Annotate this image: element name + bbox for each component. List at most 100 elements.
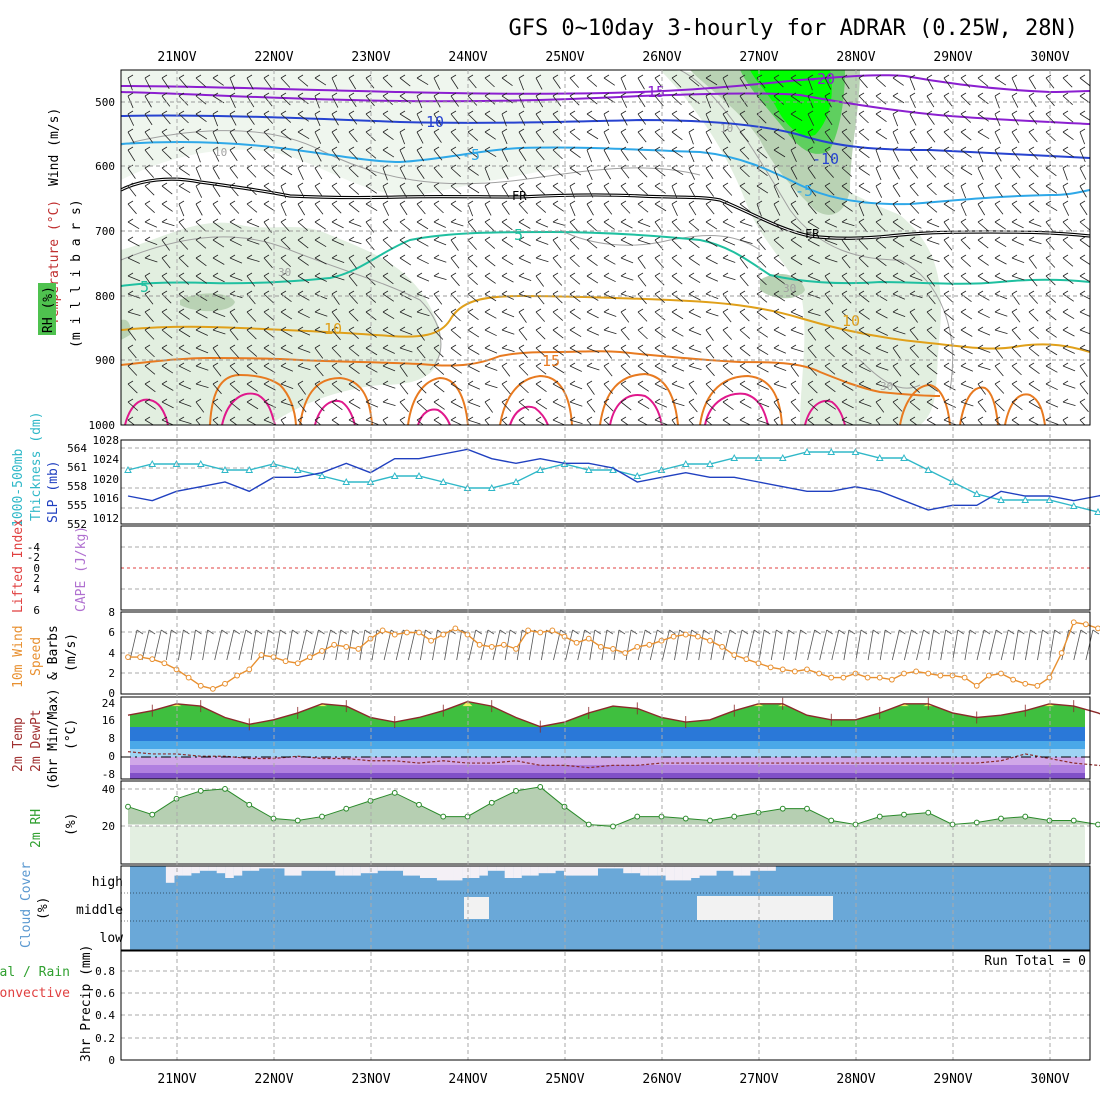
upper-wind-barb [518, 401, 530, 411]
surface-wind-barb-flag [509, 629, 517, 635]
wind-speed-point [961, 674, 968, 681]
upper-wind-barb-flag [314, 416, 321, 421]
upper-wind-barb [1062, 167, 1068, 181]
upper-wind-barb-flag [960, 380, 967, 385]
upper-wind-barb [926, 221, 940, 228]
cape-axis-label: CAPE (J/kg) [74, 526, 89, 612]
upper-wind-barb-flag [433, 344, 440, 349]
upper-wind-barb-flag [331, 218, 338, 223]
upper-wind-barb-flag [161, 272, 168, 277]
upper-wind-barb-flag [297, 308, 304, 313]
thickness-point [439, 477, 448, 485]
upper-wind-barb-flag [994, 92, 1001, 97]
upper-wind-barb-flag [875, 218, 882, 223]
upper-wind-barb [994, 311, 1008, 317]
upper-wind-barb [280, 275, 292, 285]
upper-wind-barb [790, 347, 804, 353]
upper-wind-barb-flag [501, 344, 508, 349]
upper-wind-barb [1045, 365, 1058, 373]
upper-wind-barb [909, 257, 923, 264]
surface-wind-barb-flag [776, 629, 783, 635]
upper-wind-barb [756, 311, 768, 321]
upper-wind-barb [1011, 275, 1025, 281]
upper-wind-barb-flag [229, 128, 236, 133]
upper-wind-barb-flag [467, 182, 474, 187]
upper-wind-barb [620, 167, 630, 179]
wind-speed-point [888, 676, 895, 683]
upper-wind-barb [671, 239, 682, 250]
upper-wind-barb [790, 149, 797, 162]
upper-wind-barb [331, 203, 342, 214]
wind-speed-point [1070, 619, 1077, 626]
upper-wind-barb [858, 95, 869, 106]
upper-wind-barb [246, 239, 260, 245]
upper-wind-barb-flag [535, 182, 542, 187]
upper-wind-barb [892, 185, 901, 198]
upper-wind-barb-flag [178, 362, 185, 367]
upper-wind-barb [841, 185, 853, 195]
upper-wind-barb [960, 221, 970, 232]
rh-shade-area [660, 70, 941, 425]
upper-wind-barb [807, 383, 818, 394]
upper-wind-barb [1011, 257, 1025, 264]
upper-wind-barb-flag [705, 236, 712, 241]
upper-wind-barb [1079, 131, 1086, 145]
upper-wind-barb [841, 113, 851, 125]
upper-wind-barb-flag [535, 326, 542, 331]
upper-wind-barb-flag [688, 272, 695, 277]
upper-wind-barb-flag [178, 398, 185, 403]
upper-wind-barb [875, 77, 886, 87]
upper-wind-barb [994, 383, 1005, 394]
upper-wind-barb-flag [773, 398, 780, 403]
upper-wind-barb-flag [892, 272, 899, 277]
li-axis: -4 -2 0 2 4 6 [27, 541, 41, 617]
upper-wind-barb-flag [518, 110, 525, 115]
wind-speed-point [876, 674, 883, 681]
upper-wind-barb [773, 149, 786, 158]
upper-wind-barb-flag [841, 182, 848, 187]
upper-wind-barb [875, 167, 882, 181]
wind-speed-point [294, 660, 301, 667]
upper-wind-barb-flag [314, 254, 321, 259]
upper-wind-barb-flag [246, 182, 253, 187]
upper-wind-barb [518, 149, 527, 162]
upper-wind-barb-flag [943, 218, 950, 223]
upper-wind-barb [586, 329, 600, 336]
upper-wind-barb [773, 293, 786, 302]
upper-wind-barb-flag [943, 74, 950, 79]
upper-wind-barb-flag [807, 398, 814, 403]
temp-max-peak [1044, 703, 1055, 707]
upper-wind-barb [671, 419, 677, 425]
upper-wind-barb [586, 365, 600, 371]
upper-wind-barb-flag [960, 416, 967, 421]
upper-wind-barb-flag [314, 236, 321, 241]
upper-wind-barb-flag [671, 74, 678, 79]
upper-wind-barb [620, 383, 632, 393]
upper-wind-barb-flag [450, 398, 457, 403]
upper-wind-barb [688, 203, 697, 216]
upper-wind-barb [144, 149, 154, 161]
upper-wind-barb [416, 149, 425, 162]
upper-wind-barb-flag [433, 254, 440, 259]
upper-wind-barb [841, 275, 851, 286]
upper-wind-barb-flag [637, 182, 644, 187]
rh-point [731, 813, 738, 820]
upper-wind-barb-flag [467, 272, 474, 277]
upper-wind-barb [620, 113, 628, 126]
upper-wind-barb-flag [739, 416, 746, 421]
upper-wind-barb-flag [416, 236, 423, 241]
upper-wind-barb-flag [246, 236, 253, 241]
upper-wind-barb-flag [467, 308, 474, 313]
bottom-date-label: 28NOV [836, 1072, 875, 1087]
upper-wind-barb [926, 131, 936, 143]
upper-wind-barb [994, 131, 1002, 144]
upper-wind-barb [161, 185, 173, 195]
upper-wind-barb-flag [195, 182, 202, 187]
upper-wind-barb [365, 221, 375, 233]
upper-wind-barb-flag [263, 200, 270, 205]
upper-wind-barb [586, 167, 593, 181]
upper-wind-barb-flag [637, 326, 644, 331]
upper-wind-barb [450, 113, 460, 125]
pressure-tick-label: 1000 [89, 419, 116, 432]
contour-label: -5 [795, 182, 813, 200]
